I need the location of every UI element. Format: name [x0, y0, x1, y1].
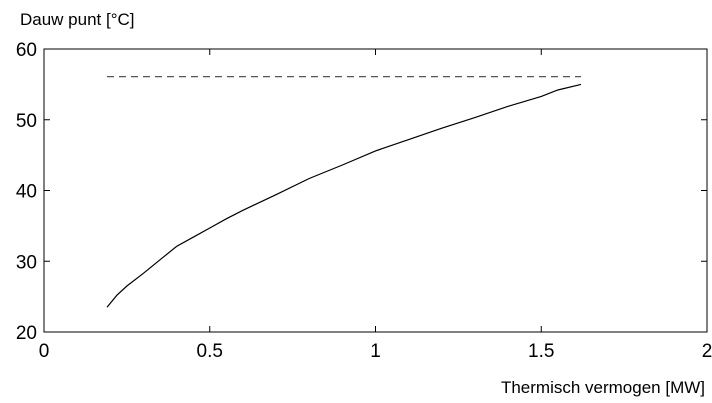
x-tick-label-2: 1 — [370, 341, 381, 362]
y-axis: 20 30 40 50 60 — [16, 40, 707, 344]
y-tick-label-1: 30 — [16, 252, 37, 273]
x-axis: 0 0.5 1 1.5 2 — [39, 49, 712, 362]
plot-area-frame — [43, 48, 708, 333]
y-tick-label-3: 50 — [16, 111, 37, 132]
y-tick-label-0: 20 — [16, 323, 37, 344]
series-layer — [106, 75, 582, 308]
x-axis-label: Thermisch vermogen [MW] — [501, 378, 705, 397]
x-tick-label-0: 0 — [39, 341, 50, 362]
x-tick-label-3: 1.5 — [528, 341, 554, 362]
y-tick-label-4: 60 — [16, 40, 37, 61]
x-tick-label-1: 0.5 — [197, 341, 223, 362]
x-tick-label-4: 2 — [702, 341, 712, 362]
series-line-0-solid — [106, 83, 582, 308]
y-axis-label: Dauw punt [°C] — [20, 10, 135, 29]
y-tick-label-2: 40 — [16, 182, 37, 203]
